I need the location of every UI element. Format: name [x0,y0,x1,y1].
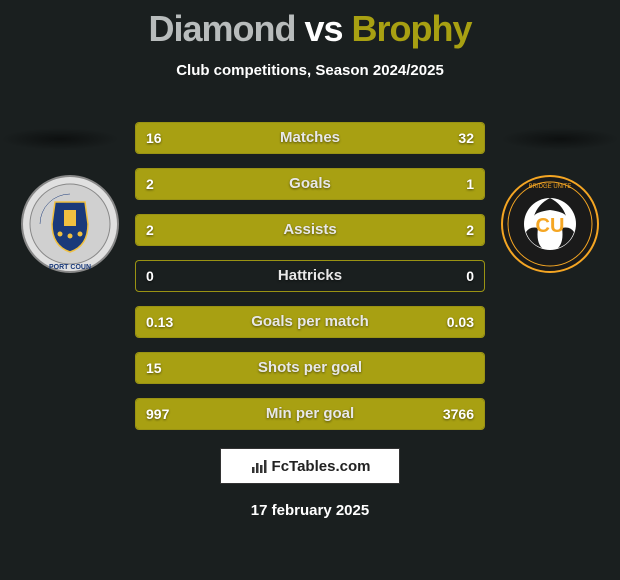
stat-value-left: 0.13 [146,307,173,338]
stat-label: Goals [136,169,484,200]
svg-text:PORT COUN: PORT COUN [49,264,91,271]
stat-value-left: 2 [146,169,154,200]
player1-name: Diamond [148,8,295,49]
crest-right-svg: CU BRIDGE UNITE [500,174,600,274]
stat-value-left: 997 [146,399,169,430]
stat-label: Assists [136,215,484,246]
stat-value-left: 2 [146,215,154,246]
stat-value-right: 1 [466,169,474,200]
player2-name: Brophy [352,8,472,49]
stat-label: Shots per goal [136,353,484,384]
cambridge-united-crest: CU BRIDGE UNITE [500,174,600,274]
stat-row: Goals2 1 [135,168,485,200]
stat-value-right: 2 [466,215,474,246]
stockport-county-crest: PORT COUN [20,174,120,274]
subtitle: Club competitions, Season 2024/2025 [0,62,620,79]
stat-label: Hattricks [136,261,484,292]
stat-row: Matches16 32 [135,122,485,154]
crest-shadow-right [500,128,620,150]
site-label: FcTables.com [272,458,371,475]
crest-shadow-left [0,128,120,150]
stat-value-right: 32 [458,123,474,154]
stat-value-left: 16 [146,123,162,154]
stat-label: Goals per match [136,307,484,338]
stat-value-right: 3766 [443,399,474,430]
stats-container: Matches1632Goals21Assists22Hattricks00Go… [135,122,485,444]
stat-value-left: 15 [146,353,162,384]
crest-initials: CU [536,215,565,237]
comparison-title: Diamond vs Brophy [0,0,620,50]
stat-row: Shots per goal15 [135,352,485,384]
stat-value-right: 0 [466,261,474,292]
site-badge[interactable]: FcTables.com [220,448,400,484]
stat-label: Min per goal [136,399,484,430]
svg-text:BRIDGE UNITE: BRIDGE UNITE [529,184,572,190]
stat-row: Min per goal997 3766 [135,398,485,430]
vs-text: vs [304,8,342,49]
stat-row: Goals per match0.13 0.03 [135,306,485,338]
date-text: 17 february 2025 [0,502,620,519]
stat-label: Matches [136,123,484,154]
stat-value-right: 0.03 [447,307,474,338]
stat-row: Hattricks0 0 [135,260,485,292]
stat-row: Assists2 2 [135,214,485,246]
stat-value-left: 0 [146,261,154,292]
crest-left-svg: PORT COUN [20,174,120,274]
chart-icon [250,457,268,475]
